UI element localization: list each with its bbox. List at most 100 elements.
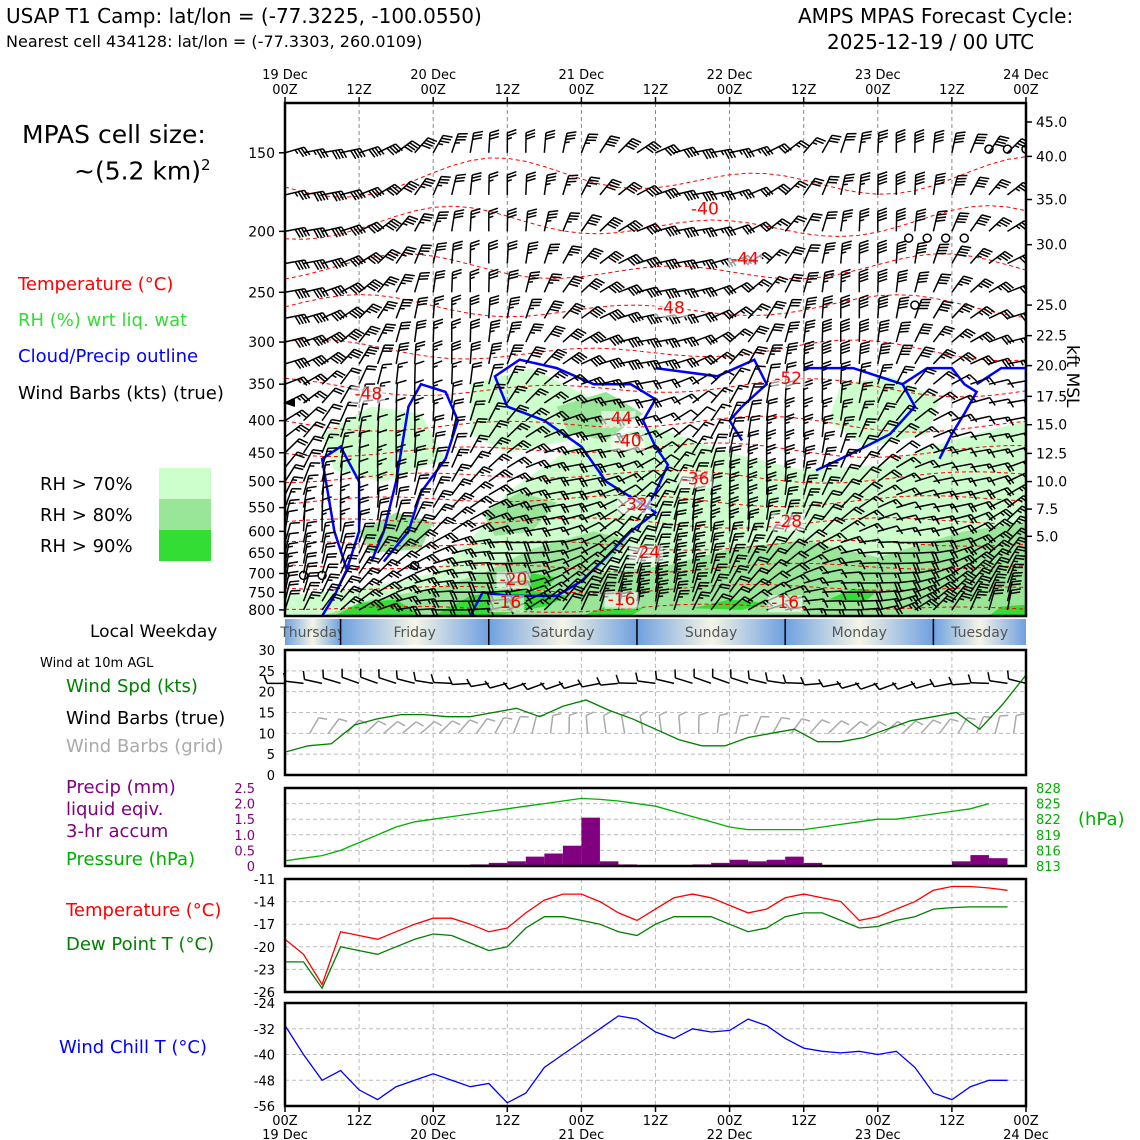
barb-flag [490,319,501,323]
wind-barb [358,252,384,265]
barb-staff [303,190,324,196]
barb-flag [785,400,795,405]
wind-barb [395,472,408,495]
barb-staff [488,132,491,153]
barb-flag [898,272,908,277]
barb-flag [655,380,663,390]
wind-barb [376,300,398,319]
barb-half-flag [408,587,413,592]
barb-flag [405,184,415,191]
barb-flag [432,360,443,365]
barb-half-flag [389,594,394,600]
wind-barb [395,538,420,554]
barb-flag [524,472,533,481]
barb-flag [667,478,677,483]
barb-flag [404,220,415,226]
barb-flag [560,491,567,501]
barb-flag [471,609,475,616]
wind-barb [655,441,681,454]
barb-flag [630,313,638,323]
barb-flag [940,276,950,279]
barb-flag [640,579,651,583]
wind-barb [914,367,937,385]
wind-barb [302,520,317,543]
barb-half-flag [720,192,725,198]
barb-flag [578,351,588,359]
wind-barb [469,434,490,454]
barb-flag [797,215,808,220]
barb-flag [731,448,742,452]
barb-flag [331,406,342,411]
barb-half-flag [306,524,312,527]
wind-barb [877,129,889,153]
barb-flag [618,487,626,496]
barb-flag [503,453,513,460]
barb-staff [562,351,580,365]
barb-flag [319,259,326,269]
barb-staff [655,427,674,438]
barb-flag [474,381,484,385]
wind-barb [506,321,522,343]
wind-barb [302,541,317,564]
barb-flag [294,339,301,349]
barb-half-flag [366,561,372,565]
wind-barb [303,258,329,271]
barb-flag [425,177,436,182]
barb-half-flag [976,588,982,591]
barb-half-flag [575,572,581,577]
barb-staff [339,367,354,385]
barb-flag [519,404,530,410]
wind-barb [525,551,551,562]
barb-flag [668,339,675,349]
barb-flag [333,403,343,408]
wind-barb [450,379,463,404]
barb-flag [325,520,336,524]
barb-flag [785,443,795,449]
wind-barb [932,210,948,232]
barb-half-flag [419,221,425,224]
barb-flag [859,249,869,254]
barb-flag [350,150,357,160]
barb-flag [335,387,345,393]
barb-staff [525,551,546,554]
wind-barb [432,532,459,544]
barb-half-flag [586,184,592,188]
barb-flag [494,363,504,366]
barb-staff [469,401,477,421]
barb-flag [554,300,564,304]
barb-staff [580,278,597,293]
barb-staff [432,447,439,468]
barb-flag [289,580,300,583]
barb-flag [288,551,299,555]
barb-staff [617,527,633,544]
barb-flag [489,132,500,137]
barb-half-flag [538,477,543,482]
barb-flag [382,363,393,366]
barb-flag [581,413,589,423]
barb-flag [732,434,743,438]
wind-barb [636,184,663,198]
barb-staff [673,451,688,469]
barb-flag [344,431,355,435]
barb-half-flag [402,222,408,226]
barb-flag [705,421,715,426]
barb-flag [899,330,909,333]
barb-flag [804,347,814,352]
barb-staff [302,435,316,454]
barb-flag [637,416,644,426]
barb-flag [809,218,820,222]
barb-half-flag [407,576,413,581]
barb-staff [432,176,442,196]
barb-flag [490,325,500,330]
barb-flag [434,276,445,280]
barb-flag [635,253,644,262]
wind-barb [544,515,570,526]
wind-barb [543,172,557,195]
wind-barb [544,490,570,501]
wind-barb [451,463,472,482]
barb-flag [521,458,530,466]
barb-half-flag [452,365,458,369]
barb-flag [350,577,360,582]
wind-barb [451,559,477,570]
barb-flag [488,171,499,176]
